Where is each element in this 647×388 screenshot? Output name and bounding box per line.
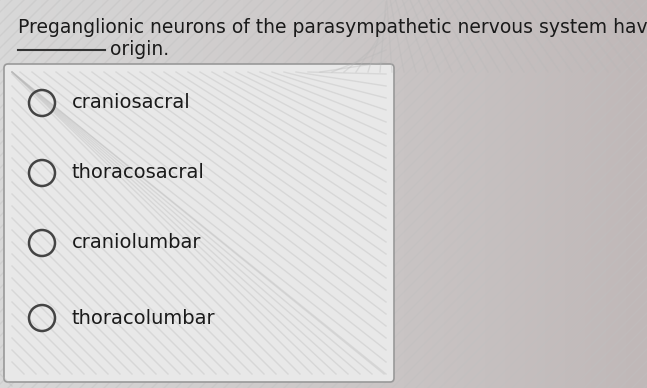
- Text: craniosacral: craniosacral: [72, 94, 191, 113]
- Text: Preganglionic neurons of the parasympathetic nervous system have: Preganglionic neurons of the parasympath…: [18, 18, 647, 37]
- FancyBboxPatch shape: [4, 64, 394, 382]
- Text: origin.: origin.: [110, 40, 169, 59]
- Text: thoracosacral: thoracosacral: [72, 163, 205, 182]
- Text: thoracolumbar: thoracolumbar: [72, 308, 215, 327]
- Text: craniolumbar: craniolumbar: [72, 234, 201, 253]
